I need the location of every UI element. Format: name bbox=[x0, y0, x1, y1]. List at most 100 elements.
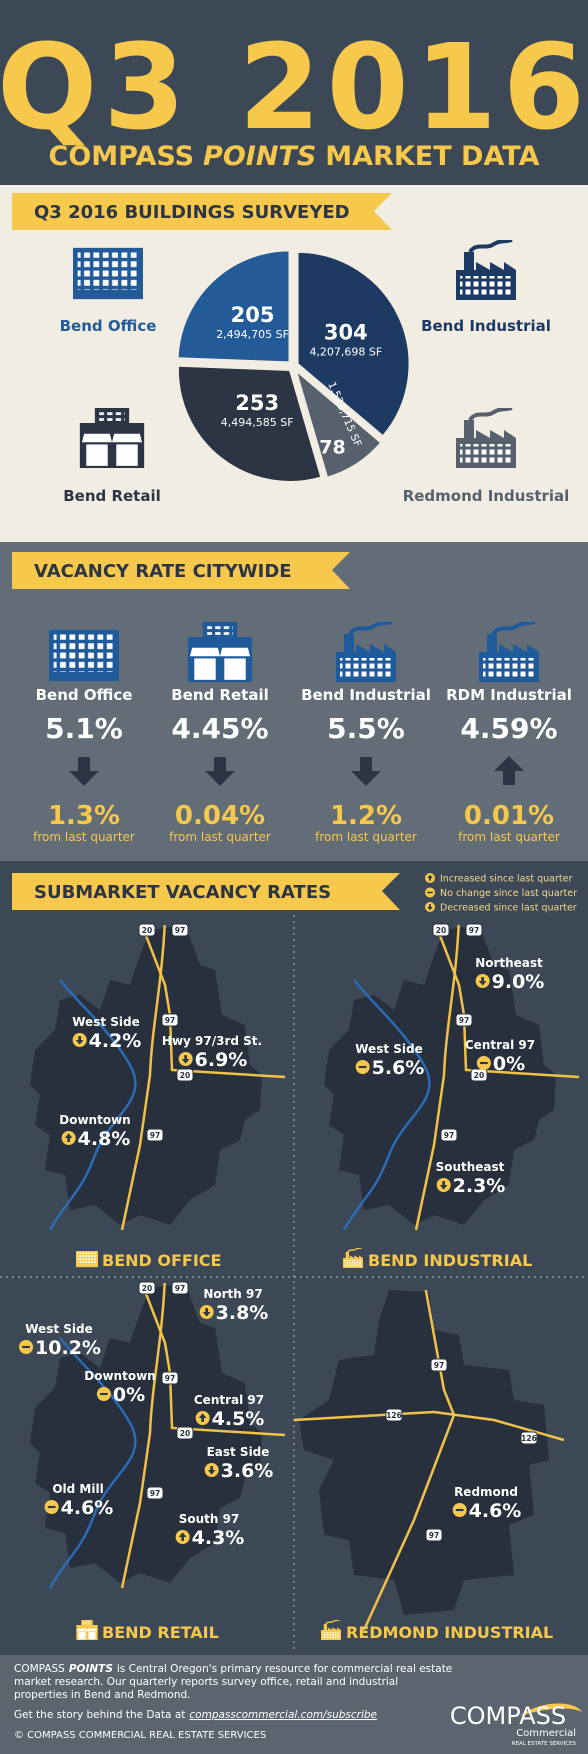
category-label: Bend Office bbox=[60, 317, 157, 335]
area-rate: 4.8% bbox=[78, 1128, 131, 1150]
copyright: © COMPASS COMMERCIAL REAL ESTATE SERVICE… bbox=[14, 1730, 266, 1741]
area-name: South 97 bbox=[179, 1512, 240, 1526]
area-rate: 4.3% bbox=[192, 1527, 245, 1549]
vacancy-arrow bbox=[494, 756, 524, 785]
vacancy-note: from last quarter bbox=[315, 830, 417, 844]
pie-value: 304 bbox=[324, 321, 368, 345]
area-name: West Side bbox=[25, 1322, 93, 1336]
highway-label: 97 bbox=[175, 926, 185, 935]
vacancy-bg bbox=[0, 542, 588, 861]
legend-icon-dash bbox=[427, 891, 433, 894]
highway-label: 97 bbox=[150, 1131, 160, 1140]
vacancy-rate: 4.45% bbox=[171, 712, 268, 745]
pie-slice bbox=[296, 250, 411, 438]
vacancy-name: Bend Office bbox=[36, 686, 133, 704]
highway-shield bbox=[171, 923, 189, 937]
logo-swoosh bbox=[520, 1703, 582, 1716]
footer-line: market research. Our quarterly reports s… bbox=[14, 1676, 398, 1688]
legend-icon-arrow bbox=[427, 874, 433, 881]
highway-label: 97 bbox=[429, 1531, 439, 1540]
pie-slice bbox=[176, 364, 323, 483]
legend-label: Increased since last quarter bbox=[440, 874, 572, 885]
highway-shield bbox=[465, 923, 483, 937]
vacancy-rate: 5.5% bbox=[327, 712, 405, 745]
map-title-icon bbox=[76, 1251, 98, 1268]
area-name: Northeast bbox=[475, 956, 543, 970]
pie-value: 253 bbox=[235, 391, 279, 415]
category-label: Redmond Industrial bbox=[403, 487, 570, 505]
footer-link[interactable]: compasscommercial.com/subscribe bbox=[189, 1709, 377, 1721]
highway-shield bbox=[161, 1371, 179, 1385]
highway-shield bbox=[138, 1281, 156, 1295]
highway-label: 97 bbox=[150, 1489, 160, 1498]
map-title: REDMOND INDUSTRIAL bbox=[346, 1623, 553, 1642]
highway-shield bbox=[171, 1281, 189, 1295]
highway-shield bbox=[470, 1068, 488, 1082]
vacancy-change: 1.2% bbox=[330, 801, 402, 831]
area-icon-dash bbox=[455, 1508, 464, 1512]
area-rate: 2.3% bbox=[453, 1175, 506, 1197]
area-icon-arrow bbox=[64, 1133, 73, 1142]
subtitle-rest: MARKET DATA bbox=[325, 141, 539, 172]
map-title: BEND INDUSTRIAL bbox=[368, 1251, 532, 1270]
highway-label: 97 bbox=[469, 926, 479, 935]
area-icon-dash bbox=[47, 1505, 56, 1509]
highway-shield bbox=[425, 1528, 443, 1542]
highway-shield bbox=[430, 1358, 448, 1372]
vacancy-arrow bbox=[351, 757, 381, 786]
area-name: Central 97 bbox=[194, 1393, 264, 1407]
section-title: SUBMARKET VACANCY RATES bbox=[34, 882, 331, 903]
footer-text: COMPASS POINTS is Central Oregon's primary… bbox=[14, 1663, 452, 1675]
highway-label: 97 bbox=[175, 1284, 185, 1293]
section-title: VACANCY RATE CITYWIDE bbox=[34, 561, 292, 582]
vacancy-note: from last quarter bbox=[169, 830, 271, 844]
footer-cta: Get the story behind the Data at compassc… bbox=[14, 1709, 377, 1721]
vacancy-change: 0.04% bbox=[175, 801, 265, 831]
area-rate: 10.2% bbox=[35, 1337, 101, 1359]
highway-label: 97 bbox=[165, 1016, 175, 1025]
area-name: North 97 bbox=[203, 1287, 262, 1301]
banner bbox=[12, 873, 400, 910]
legend-label: Decreased since last quarter bbox=[440, 903, 577, 914]
area-icon-arrow bbox=[207, 1466, 216, 1475]
pie-sublabel: 4,207,698 SF bbox=[309, 346, 382, 359]
area-name: East Side bbox=[207, 1445, 270, 1459]
area-rate: 3.8% bbox=[216, 1302, 269, 1324]
area-icon-arrow bbox=[198, 1413, 207, 1422]
highway-label: 97 bbox=[434, 1361, 444, 1370]
area-name: West Side bbox=[355, 1042, 423, 1056]
area-rate: 4.5% bbox=[212, 1408, 265, 1430]
map-title: BEND RETAIL bbox=[102, 1623, 219, 1642]
logo-tagline: REAL ESTATE SERVICES bbox=[512, 1741, 577, 1747]
area-name: Downtown bbox=[59, 1113, 130, 1127]
area-rate: 4.6% bbox=[469, 1500, 522, 1522]
area-rate: 3.6% bbox=[221, 1460, 274, 1482]
highway-label: 20 bbox=[436, 926, 446, 935]
highway-shield bbox=[440, 1128, 458, 1142]
highway-shield bbox=[385, 1408, 403, 1422]
vacancy-note: from last quarter bbox=[33, 830, 135, 844]
section-title: Q3 2016 BUILDINGS SURVEYED bbox=[34, 202, 350, 223]
subtitle: COMPASS POINTS MARKET DATA bbox=[49, 141, 540, 172]
area-icon-dash bbox=[358, 1065, 367, 1069]
area-name: Southeast bbox=[436, 1160, 505, 1174]
highway-label: 97 bbox=[444, 1131, 454, 1140]
pie-sublabel: 2,494,705 SF bbox=[216, 328, 289, 341]
highway-label: 97 bbox=[459, 1016, 469, 1025]
footer-emphasis: POINTS bbox=[69, 1663, 113, 1675]
vacancy-change: 0.01% bbox=[464, 801, 554, 831]
pie-slice bbox=[176, 249, 291, 364]
highway-shield bbox=[432, 923, 450, 937]
highway-shield bbox=[161, 1013, 179, 1027]
highway-label: 126 bbox=[386, 1411, 402, 1420]
logo-sub: Commercial bbox=[516, 1728, 576, 1739]
highway-label: 20 bbox=[474, 1071, 484, 1080]
area-rate: 0% bbox=[493, 1053, 525, 1075]
area-name: Old Mill bbox=[52, 1482, 103, 1496]
vacancy-arrow bbox=[205, 757, 235, 786]
banner bbox=[12, 552, 350, 589]
icon bbox=[73, 247, 143, 300]
header-bg bbox=[0, 0, 588, 185]
